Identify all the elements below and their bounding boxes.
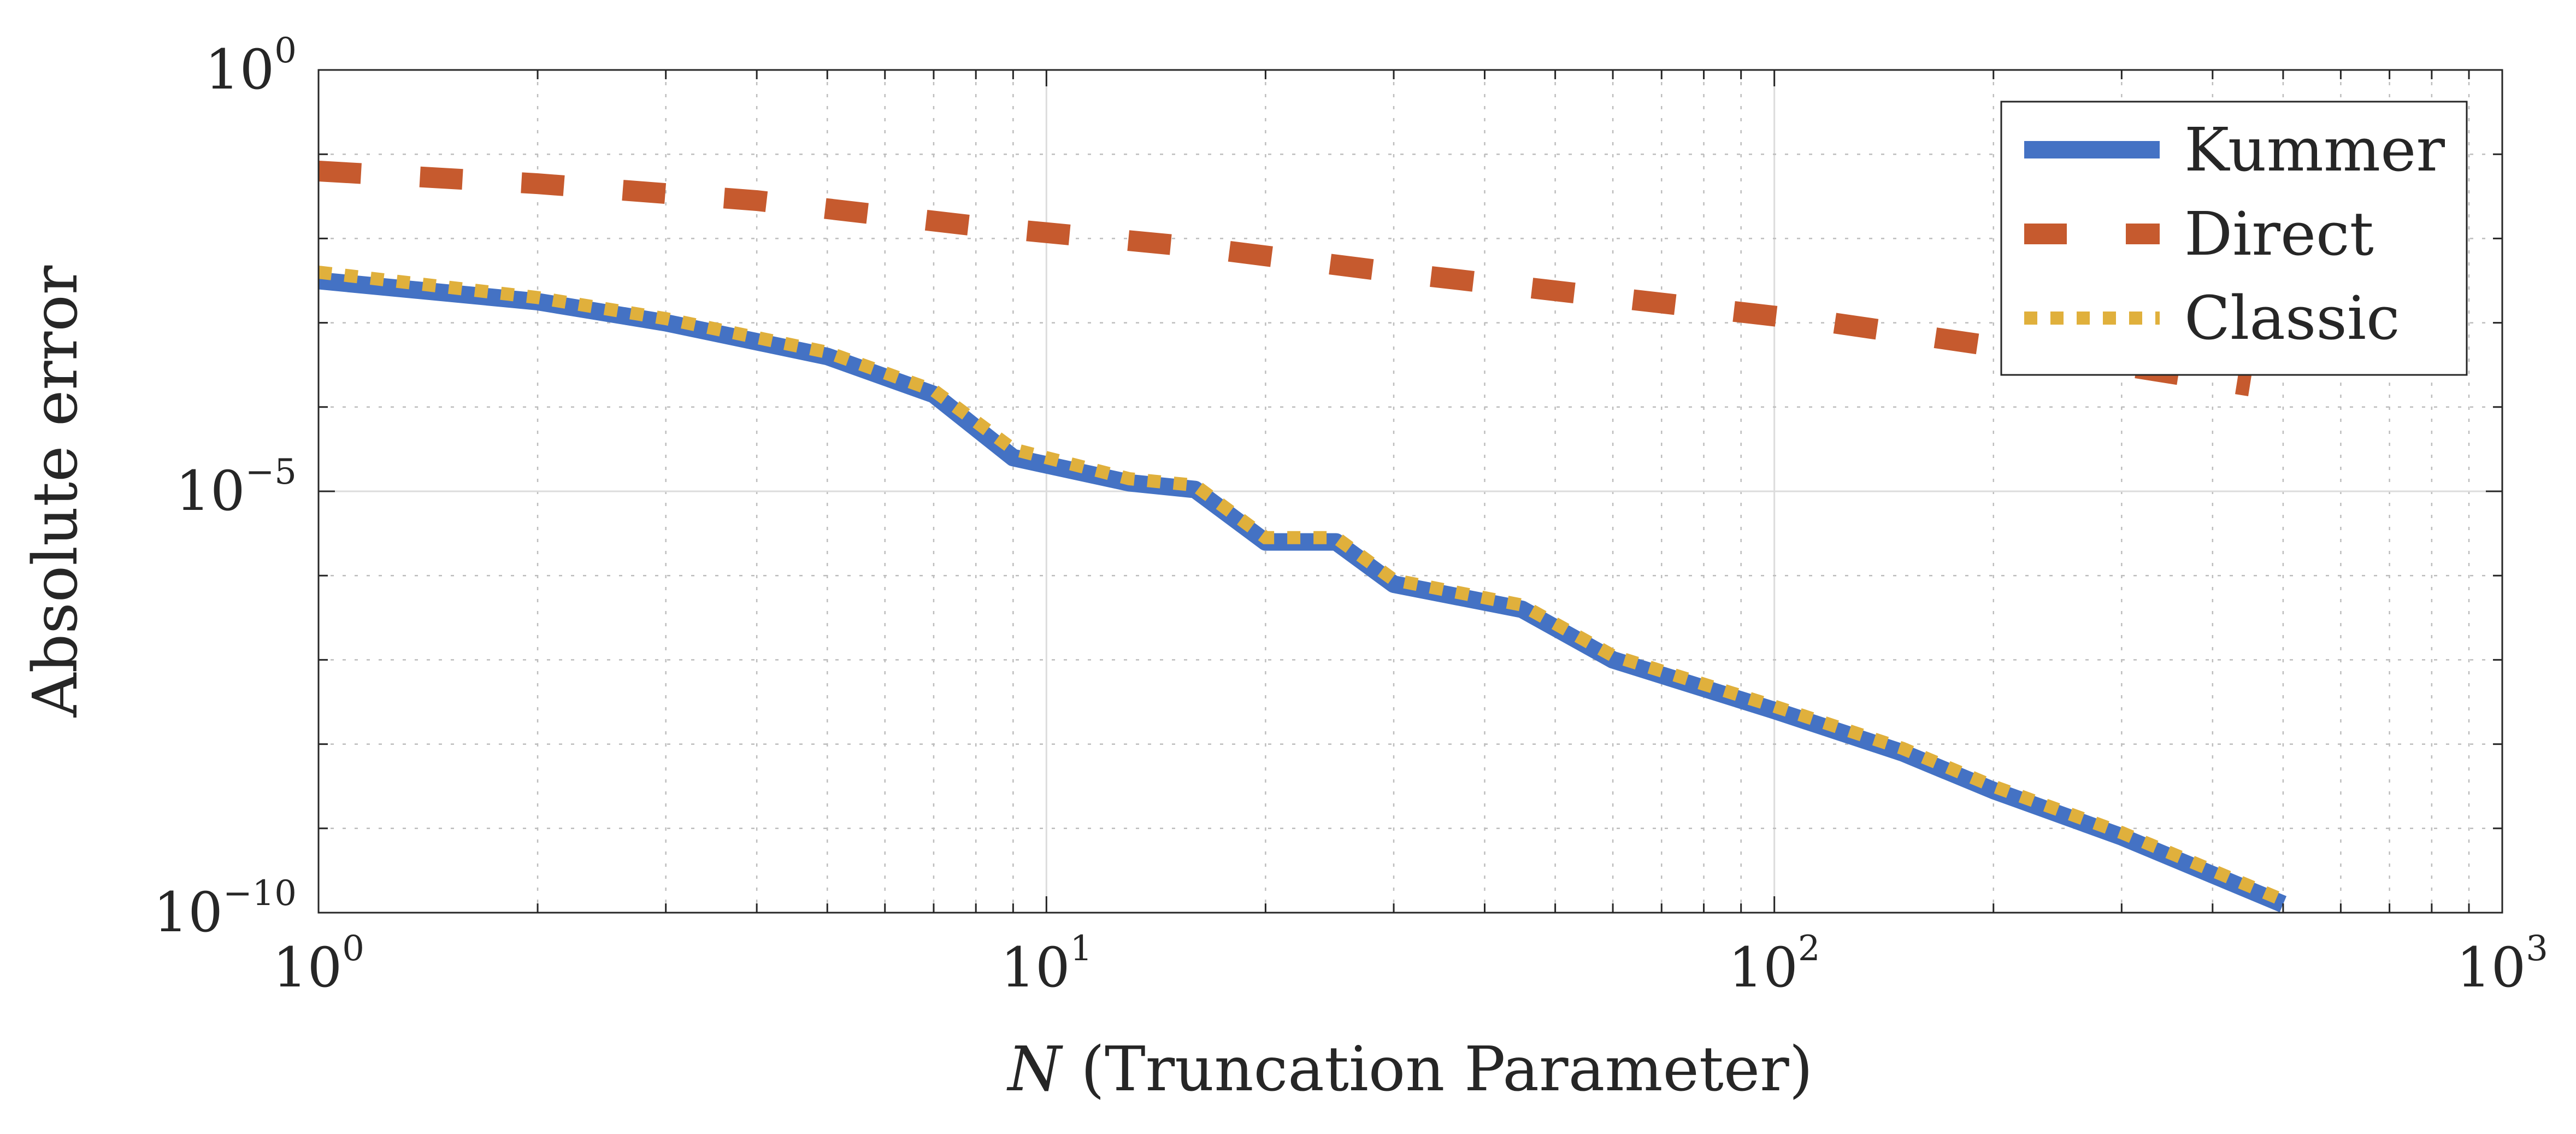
x-tick-label: 100 (273, 929, 364, 1000)
x-tick-label-base: 10 (1000, 936, 1070, 1000)
y-tick-label-base: 10 (175, 459, 245, 523)
y-tick-label-base: 10 (154, 880, 223, 944)
x-tick-label-exponent: 0 (342, 929, 364, 969)
y-axis-title: Absolute error (20, 265, 91, 718)
legend-label-kummer: Kummer (2184, 115, 2445, 185)
y-tick-label: 100 (205, 31, 297, 102)
tick-marks (317, 69, 2503, 914)
series-direct-line (317, 161, 2251, 396)
x-tick-label: 103 (2456, 929, 2548, 1000)
x-axis-variable: N (1006, 1034, 1064, 1105)
y-tick-label-exponent: 0 (274, 31, 297, 71)
x-tick-label-exponent: 3 (2526, 929, 2548, 969)
x-tick-label-exponent: 1 (1070, 929, 1093, 969)
y-tick-label-exponent: −10 (223, 873, 297, 914)
series-kummer-line (317, 272, 2287, 913)
grid (319, 70, 2502, 913)
series-layer (317, 161, 2287, 913)
y-tick-label: 10−10 (154, 873, 297, 944)
x-axis-title: N (Truncation Parameter) (1006, 1034, 1813, 1105)
series-classic-line (317, 266, 2286, 907)
y-tick-label: 10−5 (175, 452, 297, 523)
y-tick-label-exponent: −5 (245, 452, 297, 492)
x-tick-label-base: 10 (273, 936, 342, 1000)
x-axis-title-text: (Truncation Parameter) (1062, 1034, 1813, 1105)
legend-label-classic: Classic (2184, 283, 2400, 353)
x-tick-label: 102 (1729, 929, 1820, 1000)
legend: Kummer Direct Classic (2000, 101, 2468, 376)
legend-label-direct: Direct (2184, 199, 2374, 269)
x-tick-label-base: 10 (1729, 936, 1798, 1000)
x-tick-label-base: 10 (2456, 936, 2526, 1000)
x-tick-label: 101 (1000, 929, 1092, 1000)
y-tick-label-base: 10 (205, 38, 274, 102)
x-tick-label-exponent: 2 (1798, 929, 1820, 969)
